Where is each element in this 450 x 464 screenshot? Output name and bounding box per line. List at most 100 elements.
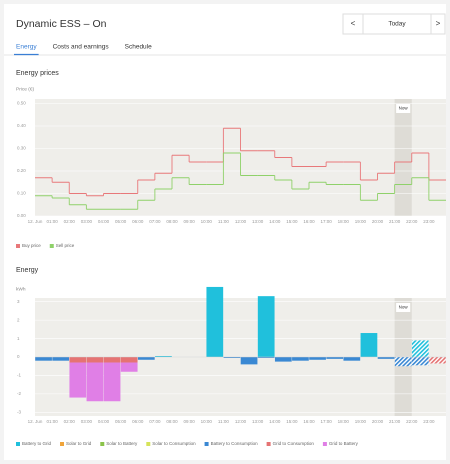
energy-bar <box>377 357 395 359</box>
y-axis-label: Price (€) <box>16 86 35 92</box>
legend-label: Solar to Consumption <box>152 441 196 446</box>
x-tick-label: 19:00 <box>355 419 367 424</box>
y-tick-label: 2 <box>17 317 20 322</box>
x-tick-label: 11:00 <box>218 419 229 424</box>
x-tick-label: 02:00 <box>64 419 76 424</box>
x-tick-label: 18:00 <box>338 219 350 224</box>
x-tick-label: 17:00 <box>320 419 332 424</box>
x-tick-label: 23:00 <box>423 419 435 424</box>
x-tick-label: 16:00 <box>303 219 315 224</box>
chart-title: Energy <box>16 267 39 274</box>
energy-bar <box>411 357 429 366</box>
energy-bar <box>257 357 275 358</box>
x-tick-label: 12:00 <box>235 419 247 424</box>
now-badge <box>396 104 411 113</box>
prev-label[interactable]: < <box>351 19 356 28</box>
chart-title: Energy prices <box>16 70 59 77</box>
legend-swatch <box>100 442 105 446</box>
y-tick-label: 0.10 <box>17 191 26 196</box>
x-tick-label: 14:00 <box>269 419 281 424</box>
now-label: Now <box>399 106 409 111</box>
page-title: Dynamic ESS – On <box>16 18 107 30</box>
legend-label: Solar to Grid <box>66 441 92 446</box>
energy-bar <box>137 357 155 360</box>
energy-bar <box>155 356 172 357</box>
now-label: Now <box>399 305 409 310</box>
legend-label: Battery to Grid <box>22 441 52 446</box>
y-tick-label: 3 <box>17 299 20 304</box>
legend-label: Grid to Consumption <box>273 441 315 446</box>
energy-bar <box>206 286 224 357</box>
x-tick-label: 01:00 <box>46 419 58 424</box>
legend-swatch <box>204 442 209 446</box>
x-tick-label: 12. Jun <box>28 219 43 224</box>
energy-bar <box>326 357 344 359</box>
y-tick-label: 1 <box>17 336 20 341</box>
x-tick-label: 19:00 <box>355 219 367 224</box>
x-tick-label: 03:00 <box>81 219 93 224</box>
legend-label: Sell price <box>56 243 75 248</box>
legend-swatch <box>60 442 65 446</box>
energy-bar <box>69 362 87 398</box>
next-button[interactable] <box>430 13 446 35</box>
energy-bar <box>292 357 309 361</box>
x-tick-label: 05:00 <box>115 419 127 424</box>
legend-label: Buy price <box>22 243 41 248</box>
tab[interactable]: Costs and earnings <box>53 44 110 51</box>
x-tick-label: 21:00 <box>389 219 401 224</box>
x-tick-label: 06:00 <box>132 419 144 424</box>
x-tick-label: 11:00 <box>218 219 229 224</box>
energy-bar <box>52 357 70 361</box>
legend-label: Battery to Consumption <box>211 441 259 446</box>
x-tick-label: 15:00 <box>286 219 298 224</box>
legend-label: Grid to Battery <box>329 441 359 446</box>
y-tick-label: 0.20 <box>17 168 26 173</box>
y-tick-label: 0.30 <box>17 146 26 151</box>
x-tick-label: 15:00 <box>286 419 298 424</box>
energy-bar <box>86 362 104 402</box>
x-tick-label: 09:00 <box>183 219 195 224</box>
x-tick-label: 01:00 <box>46 219 58 224</box>
energy-bar <box>309 357 326 360</box>
y-axis-label: kWh <box>16 286 26 292</box>
legend-label: Solar to Battery <box>106 441 138 446</box>
energy-bar <box>103 362 121 402</box>
x-tick-label: 12. Jun <box>28 419 43 424</box>
legend-swatch <box>322 442 327 446</box>
tab[interactable]: Energy <box>16 44 37 51</box>
x-tick-label: 10:00 <box>201 419 213 424</box>
next-label[interactable]: > <box>436 19 441 28</box>
day-label[interactable]: Today <box>388 21 406 28</box>
x-tick-label: 03:00 <box>81 419 93 424</box>
x-tick-label: 20:00 <box>372 419 384 424</box>
y-tick-label: -2 <box>17 391 21 396</box>
x-tick-label: 07:00 <box>149 219 161 224</box>
x-tick-label: 18:00 <box>338 419 350 424</box>
energy-bar <box>86 357 104 363</box>
y-tick-label: -1 <box>17 373 21 378</box>
energy-bar <box>69 357 87 363</box>
x-tick-label: 09:00 <box>183 419 195 424</box>
energy-bar <box>343 357 361 361</box>
energy-bar <box>103 357 121 363</box>
x-tick-label: 21:00 <box>389 419 401 424</box>
tab[interactable]: Schedule <box>125 44 152 51</box>
energy-bar <box>223 357 241 358</box>
x-tick-label: 08:00 <box>166 219 178 224</box>
energy-bar <box>274 357 292 362</box>
x-tick-label: 06:00 <box>132 219 144 224</box>
now-band <box>394 99 412 216</box>
energy-bar <box>411 340 429 357</box>
energy-bar <box>429 357 446 364</box>
energy-bar <box>35 357 52 361</box>
x-tick-label: 04:00 <box>98 219 110 224</box>
x-tick-label: 05:00 <box>115 219 127 224</box>
x-tick-label: 23:00 <box>423 219 435 224</box>
x-tick-label: 02:00 <box>64 219 76 224</box>
y-tick-label: 0 <box>17 354 20 359</box>
energy-bar <box>240 357 258 365</box>
y-tick-label: 0.40 <box>17 123 26 128</box>
now-badge <box>396 303 411 312</box>
x-tick-label: 17:00 <box>320 219 332 224</box>
x-tick-label: 20:00 <box>372 219 384 224</box>
